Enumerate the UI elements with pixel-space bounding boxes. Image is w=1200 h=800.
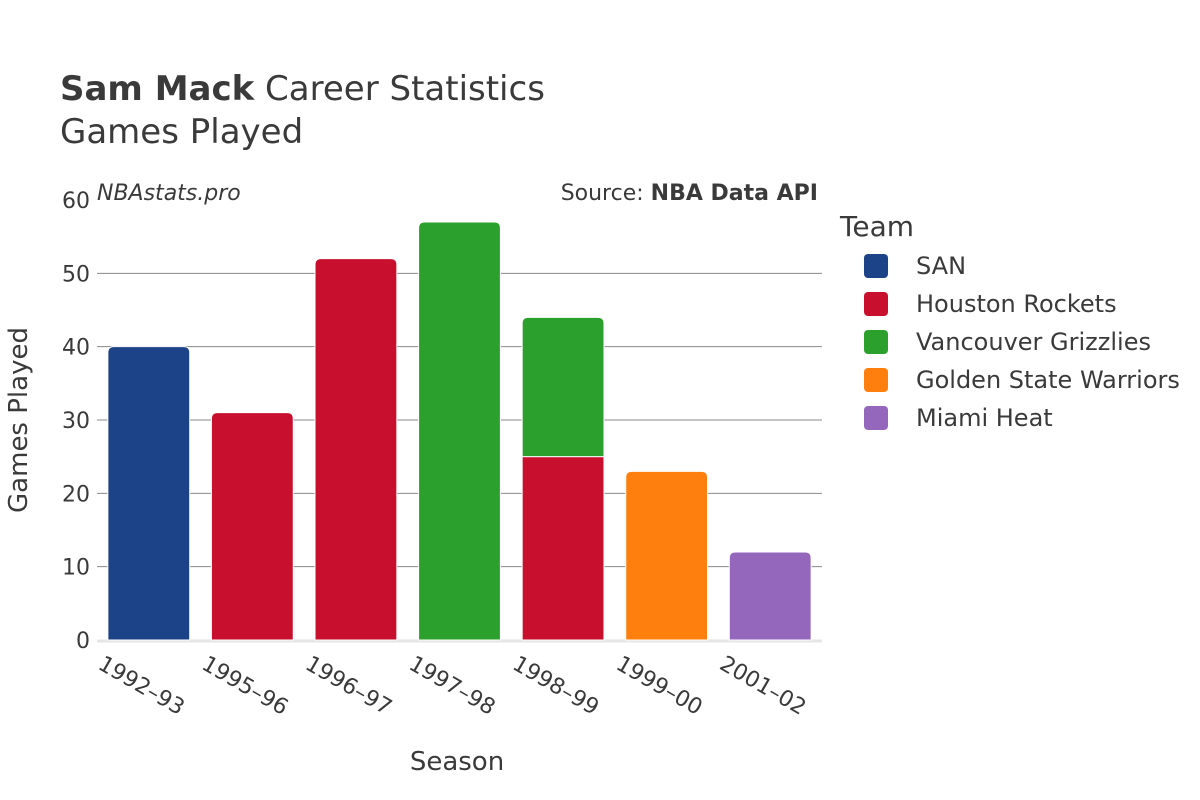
source-name: NBA Data API [651, 181, 818, 206]
chart-title: Sam Mack Career Statistics [60, 69, 545, 109]
legend-item-label[interactable]: Miami Heat [916, 404, 1053, 432]
y-tick-label: 40 [62, 336, 90, 361]
legend-swatch [864, 406, 888, 430]
bar-golden-state-warriors-5[interactable] [625, 470, 709, 641]
legend-swatch [864, 368, 888, 392]
x-tick-label: 1996–97 [301, 652, 396, 721]
y-axis-title: Games Played [4, 327, 34, 513]
legend-title: Team [839, 210, 914, 243]
bar-san-0[interactable] [107, 346, 191, 641]
x-tick-label: 1998–99 [508, 652, 603, 721]
y-tick-label: 0 [76, 629, 90, 654]
bar-houston-rockets-1[interactable] [210, 412, 294, 641]
chart-subtitle: Games Played [60, 112, 303, 152]
y-axis-ticks: 0 10 20 30 40 50 60 [62, 189, 90, 654]
legend-item-label[interactable]: SAN [916, 252, 966, 280]
player-name: Sam Mack [60, 69, 256, 109]
y-tick-label: 10 [62, 556, 90, 581]
y-tick-label: 20 [62, 482, 90, 507]
x-axis-ticks: 1992–93 1995–96 1996–97 1997–98 1998–99 1999–… [94, 652, 810, 721]
source-prefix: Source: [561, 181, 651, 206]
x-tick-label: 2001–02 [715, 652, 810, 721]
bar-houston-rockets-2[interactable] [314, 258, 398, 641]
title-rest: Career Statistics [254, 69, 545, 109]
y-tick-label: 60 [62, 189, 90, 214]
x-tick-label: 1997–98 [405, 652, 500, 721]
bar-houston-rockets-4[interactable] [521, 456, 605, 641]
y-tick-label: 50 [62, 262, 90, 287]
legend-swatch [864, 292, 888, 316]
bar-miami-heat-6[interactable] [728, 551, 812, 641]
legend: SAN Houston Rockets Vancouver Grizzlies Gol… [864, 252, 1180, 432]
bars [107, 221, 812, 641]
x-tick-label: 1992–93 [94, 652, 189, 721]
x-tick-label: 1999–00 [612, 652, 707, 721]
legend-item-label[interactable]: Vancouver Grizzlies [916, 328, 1151, 356]
legend-item-label[interactable]: Golden State Warriors [916, 366, 1180, 394]
x-axis-title: Season [410, 747, 504, 777]
watermark: NBAstats.pro [97, 181, 241, 206]
x-tick-label: 1995–96 [197, 652, 292, 721]
source-note: Source: NBA Data API [561, 181, 818, 206]
legend-swatch [864, 330, 888, 354]
legend-swatch [864, 254, 888, 278]
y-tick-label: 30 [62, 409, 90, 434]
legend-item-label[interactable]: Houston Rockets [916, 290, 1117, 318]
bar-vancouver-grizzlies-3[interactable] [418, 221, 501, 641]
bar-vancouver-grizzlies-4[interactable] [521, 316, 605, 458]
